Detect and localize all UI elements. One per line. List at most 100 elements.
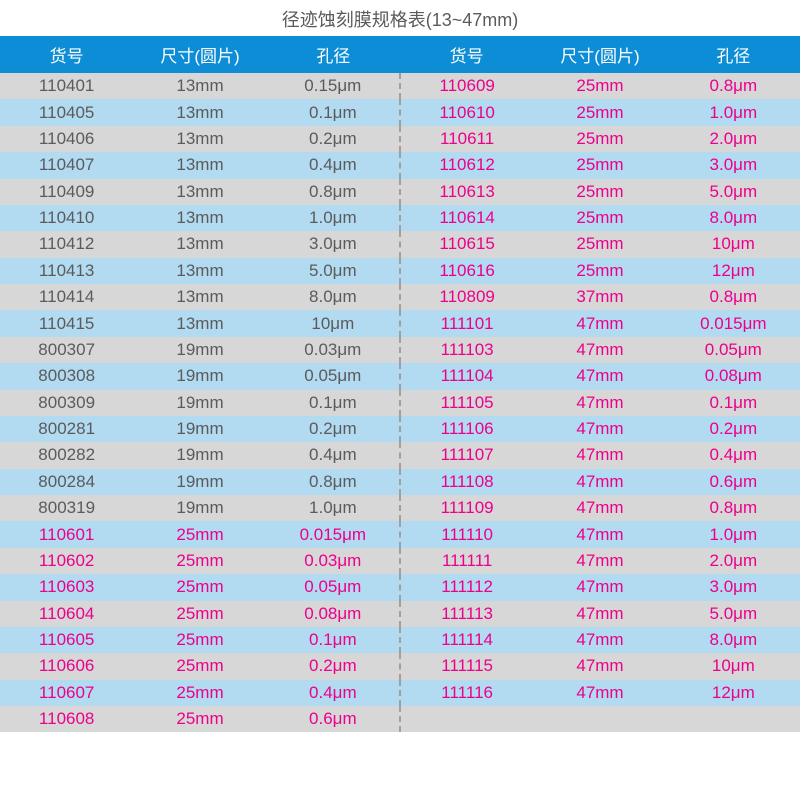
cell: 110605 xyxy=(0,627,133,653)
table-row: 11041513mm10μm11110147mm0.015μm xyxy=(0,310,800,336)
cell: 110401 xyxy=(0,73,133,99)
cell: 3.0μm xyxy=(667,152,800,178)
cell: 19mm xyxy=(133,469,266,495)
cell: 0.2μm xyxy=(267,126,400,152)
table-row: 11041313mm5.0μm11061625mm12μm xyxy=(0,258,800,284)
cell: 8.0μm xyxy=(267,284,400,310)
cell: 12μm xyxy=(667,258,800,284)
cell: 2.0μm xyxy=(667,548,800,574)
cell: 110615 xyxy=(400,231,533,257)
cell: 0.4μm xyxy=(267,152,400,178)
table-body: 11040113mm0.15μm11060925mm0.8μm11040513m… xyxy=(0,73,800,732)
table-row: 11040713mm0.4μm11061225mm3.0μm xyxy=(0,152,800,178)
cell: 0.1μm xyxy=(267,99,400,125)
cell: 0.4μm xyxy=(267,442,400,468)
cell: 0.2μm xyxy=(267,653,400,679)
cell: 25mm xyxy=(533,258,666,284)
cell: 111110 xyxy=(400,521,533,547)
cell: 110809 xyxy=(400,284,533,310)
table-row: 11060425mm0.08μm11111347mm5.0μm xyxy=(0,601,800,627)
col-header: 孔径 xyxy=(667,36,800,73)
cell: 0.8μm xyxy=(667,495,800,521)
cell: 110412 xyxy=(0,231,133,257)
cell: 111115 xyxy=(400,653,533,679)
cell: 47mm xyxy=(533,574,666,600)
cell: 10μm xyxy=(267,310,400,336)
cell: 12μm xyxy=(667,680,800,706)
cell: 0.4μm xyxy=(667,442,800,468)
cell: 0.8μm xyxy=(267,179,400,205)
cell: 25mm xyxy=(533,152,666,178)
cell: 10μm xyxy=(667,653,800,679)
table-row: 11041413mm8.0μm11080937mm0.8μm xyxy=(0,284,800,310)
table-row: 80030819mm0.05μm11110447mm0.08μm xyxy=(0,363,800,389)
cell: 25mm xyxy=(133,601,266,627)
cell: 1.0μm xyxy=(667,99,800,125)
cell: 5.0μm xyxy=(267,258,400,284)
cell: 110611 xyxy=(400,126,533,152)
cell: 0.6μm xyxy=(667,469,800,495)
spec-table-container: 径迹蚀刻膜规格表(13~47mm) 货号 尺寸(圆片) 孔径 货号 尺寸(圆片)… xyxy=(0,0,800,732)
cell: 47mm xyxy=(533,310,666,336)
cell: 25mm xyxy=(533,179,666,205)
cell: 110609 xyxy=(400,73,533,99)
cell: 110607 xyxy=(0,680,133,706)
cell: 0.05μm xyxy=(667,337,800,363)
cell: 110410 xyxy=(0,205,133,231)
cell: 800308 xyxy=(0,363,133,389)
cell: 111111 xyxy=(400,548,533,574)
table-row: 11040113mm0.15μm11060925mm0.8μm xyxy=(0,73,800,99)
cell: 3.0μm xyxy=(267,231,400,257)
cell: 0.08μm xyxy=(667,363,800,389)
cell: 110601 xyxy=(0,521,133,547)
cell: 47mm xyxy=(533,680,666,706)
cell: 111106 xyxy=(400,416,533,442)
cell: 2.0μm xyxy=(667,126,800,152)
cell: 800309 xyxy=(0,390,133,416)
cell: 47mm xyxy=(533,337,666,363)
cell: 10μm xyxy=(667,231,800,257)
cell: 25mm xyxy=(533,99,666,125)
cell: 25mm xyxy=(133,548,266,574)
cell: 47mm xyxy=(533,653,666,679)
cell: 5.0μm xyxy=(667,179,800,205)
cell: 47mm xyxy=(533,442,666,468)
table-row: 11060825mm0.6μm xyxy=(0,706,800,732)
cell: 800281 xyxy=(0,416,133,442)
table-row: 80028119mm0.2μm11110647mm0.2μm xyxy=(0,416,800,442)
cell: 47mm xyxy=(533,390,666,416)
cell: 111108 xyxy=(400,469,533,495)
col-header: 尺寸(圆片) xyxy=(533,36,666,73)
cell: 47mm xyxy=(533,548,666,574)
cell: 25mm xyxy=(133,653,266,679)
cell: 111109 xyxy=(400,495,533,521)
table-row: 80028219mm0.4μm11110747mm0.4μm xyxy=(0,442,800,468)
cell: 0.1μm xyxy=(267,390,400,416)
cell xyxy=(533,706,666,732)
cell: 0.05μm xyxy=(267,574,400,600)
cell: 0.1μm xyxy=(667,390,800,416)
cell xyxy=(667,706,800,732)
cell: 110413 xyxy=(0,258,133,284)
cell: 25mm xyxy=(133,574,266,600)
cell: 47mm xyxy=(533,363,666,389)
table-row: 11060325mm0.05μm11111247mm3.0μm xyxy=(0,574,800,600)
table-row: 11060725mm0.4μm11111647mm12μm xyxy=(0,680,800,706)
table-row: 11040513mm0.1μm11061025mm1.0μm xyxy=(0,99,800,125)
cell: 0.6μm xyxy=(267,706,400,732)
cell: 47mm xyxy=(533,627,666,653)
cell: 0.8μm xyxy=(667,284,800,310)
cell: 3.0μm xyxy=(667,574,800,600)
col-header: 尺寸(圆片) xyxy=(133,36,266,73)
cell: 25mm xyxy=(533,73,666,99)
cell: 111112 xyxy=(400,574,533,600)
cell: 19mm xyxy=(133,495,266,521)
cell: 0.2μm xyxy=(267,416,400,442)
cell: 0.015μm xyxy=(667,310,800,336)
cell: 0.1μm xyxy=(267,627,400,653)
cell: 5.0μm xyxy=(667,601,800,627)
cell: 110606 xyxy=(0,653,133,679)
cell: 110604 xyxy=(0,601,133,627)
cell: 19mm xyxy=(133,442,266,468)
table-row: 11060225mm0.03μm11111147mm2.0μm xyxy=(0,548,800,574)
